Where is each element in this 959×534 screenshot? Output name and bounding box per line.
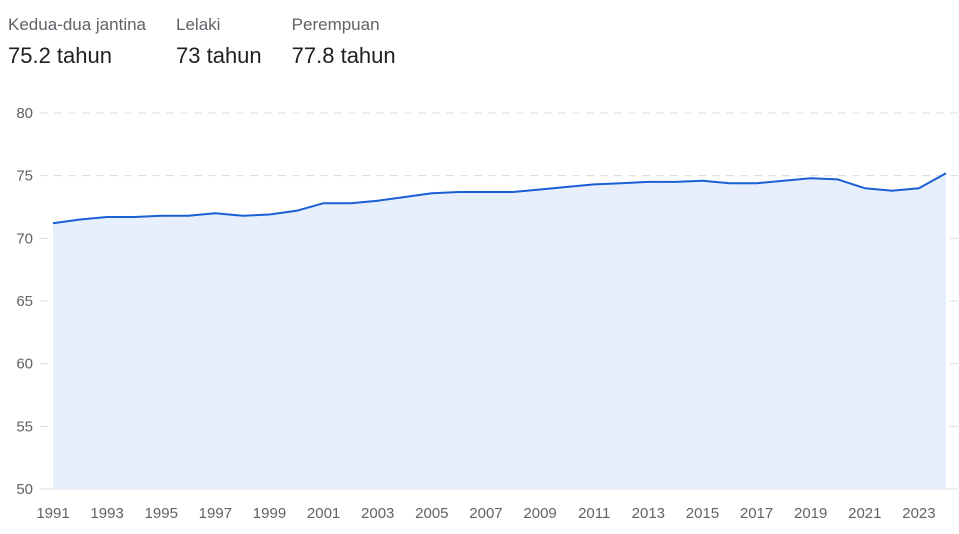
x-tick-label: 1991 bbox=[36, 505, 69, 522]
data-point[interactable] bbox=[781, 178, 787, 184]
x-tick-label: 2005 bbox=[415, 505, 448, 522]
x-tick-label: 2015 bbox=[686, 505, 719, 522]
data-point[interactable] bbox=[50, 220, 56, 226]
stat-label: Lelaki bbox=[176, 15, 221, 34]
data-point[interactable] bbox=[321, 200, 327, 206]
data-point[interactable] bbox=[158, 213, 164, 219]
stat-value: 77.8 tahun bbox=[291, 43, 396, 68]
data-point[interactable] bbox=[266, 212, 272, 218]
data-point[interactable] bbox=[375, 198, 381, 204]
y-tick-label: 50 bbox=[16, 481, 33, 498]
stat-male[interactable]: Lelaki 73 tahun bbox=[176, 14, 262, 70]
data-point[interactable] bbox=[294, 208, 300, 214]
data-point[interactable] bbox=[727, 180, 733, 186]
data-point[interactable] bbox=[212, 210, 218, 216]
data-point[interactable] bbox=[510, 189, 516, 195]
area-layer bbox=[50, 170, 949, 489]
data-point[interactable] bbox=[77, 217, 83, 223]
data-point[interactable] bbox=[104, 214, 110, 220]
y-tick-label: 65 bbox=[16, 293, 33, 310]
x-tick-label: 1999 bbox=[253, 505, 286, 522]
data-point[interactable] bbox=[239, 213, 245, 219]
data-point[interactable] bbox=[591, 181, 597, 187]
data-point[interactable] bbox=[185, 213, 191, 219]
summary-stats: Kedua-dua jantina 75.2 tahun Lelaki 73 t… bbox=[8, 14, 426, 70]
y-tick-label: 70 bbox=[16, 230, 33, 247]
y-tick-label: 75 bbox=[16, 168, 33, 185]
data-point[interactable] bbox=[889, 188, 895, 194]
stat-value: 75.2 tahun bbox=[8, 43, 112, 68]
x-tick-label: 1997 bbox=[199, 505, 232, 522]
x-axis: 1991 1993 1995 1997 1999 2001 2003 2005 2007 2009… bbox=[36, 505, 935, 522]
data-point[interactable] bbox=[699, 178, 705, 184]
x-tick-label: 2021 bbox=[848, 505, 881, 522]
x-tick-label: 2011 bbox=[578, 505, 610, 522]
data-point[interactable] bbox=[131, 214, 137, 220]
data-point[interactable] bbox=[862, 185, 868, 191]
data-point[interactable] bbox=[537, 186, 543, 192]
x-tick-label: 2023 bbox=[902, 505, 935, 522]
x-tick-label: 2009 bbox=[523, 505, 556, 522]
x-tick-label: 2007 bbox=[469, 505, 502, 522]
y-tick-label: 80 bbox=[16, 105, 33, 122]
data-point[interactable] bbox=[754, 180, 760, 186]
stat-label: Kedua-dua jantina bbox=[8, 15, 147, 34]
data-point[interactable] bbox=[943, 170, 949, 176]
series-area bbox=[53, 173, 946, 489]
series-line[interactable] bbox=[52, 172, 947, 225]
y-axis: 50 55 60 65 70 75 80 bbox=[16, 105, 33, 498]
data-point[interactable] bbox=[429, 190, 435, 196]
y-tick-label: 60 bbox=[16, 356, 33, 373]
data-point[interactable] bbox=[564, 184, 570, 190]
x-tick-label: 1993 bbox=[90, 505, 123, 522]
data-point[interactable] bbox=[348, 200, 354, 206]
stat-female[interactable]: Perempuan 77.8 tahun bbox=[292, 14, 396, 70]
stat-value: 73 tahun bbox=[176, 43, 262, 68]
data-point[interactable] bbox=[835, 176, 841, 182]
data-point[interactable] bbox=[618, 180, 624, 186]
data-point[interactable] bbox=[916, 185, 922, 191]
x-tick-label: 1995 bbox=[145, 505, 178, 522]
y-tick-label: 55 bbox=[16, 418, 33, 435]
data-point[interactable] bbox=[402, 194, 408, 200]
data-point[interactable] bbox=[645, 179, 651, 185]
x-tick-label: 2013 bbox=[632, 505, 665, 522]
data-point[interactable] bbox=[808, 175, 814, 181]
data-point[interactable] bbox=[456, 189, 462, 195]
data-point[interactable] bbox=[483, 189, 489, 195]
stat-both-sexes[interactable]: Kedua-dua jantina 75.2 tahun bbox=[8, 14, 146, 70]
x-tick-label: 2003 bbox=[361, 505, 394, 522]
x-tick-label: 2017 bbox=[740, 505, 773, 522]
stat-label: Perempuan bbox=[291, 15, 380, 34]
x-tick-label: 2019 bbox=[794, 505, 827, 522]
x-tick-label: 2001 bbox=[307, 505, 340, 522]
data-point[interactable] bbox=[672, 179, 678, 185]
